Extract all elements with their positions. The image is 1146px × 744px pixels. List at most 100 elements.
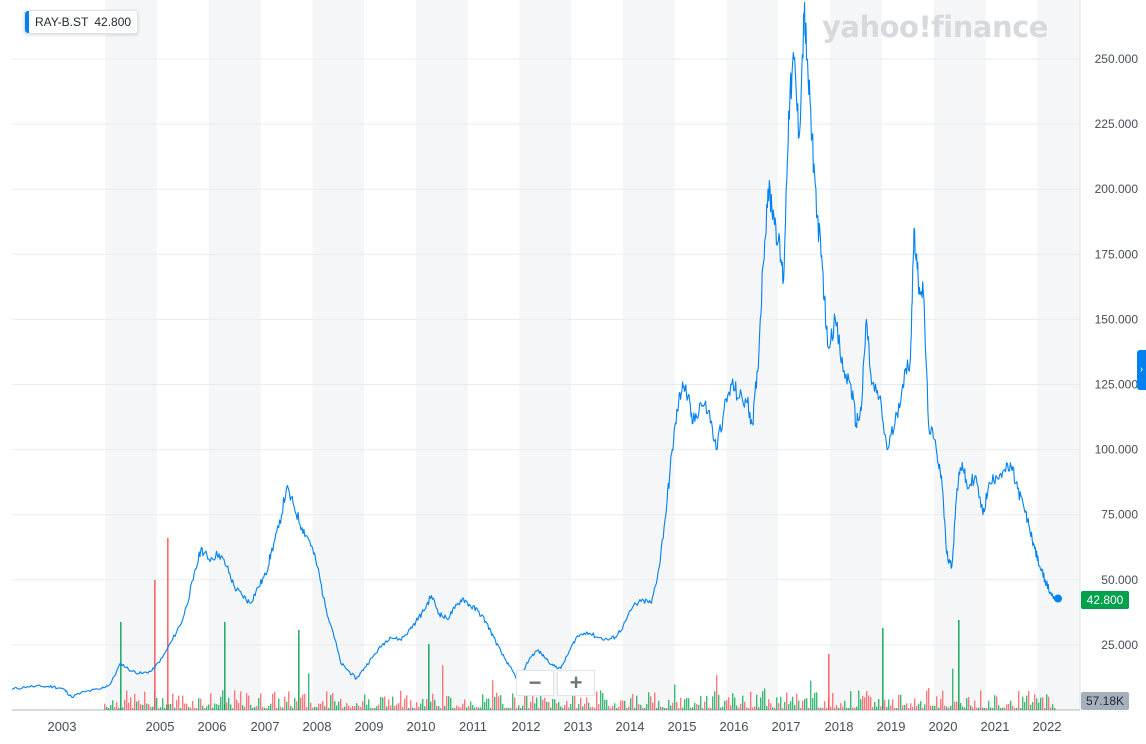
volume-bar [896, 707, 898, 710]
volume-bar [130, 697, 132, 710]
volume-bar [122, 707, 124, 710]
volume-bar [430, 701, 432, 710]
volume-bar [296, 701, 298, 710]
volume-bar [146, 703, 148, 710]
volume-bar [268, 705, 270, 710]
volume-bar [954, 701, 956, 710]
volume-bar [418, 706, 420, 710]
volume-bar [906, 703, 908, 710]
volume-bar [202, 705, 204, 710]
volume-bar [256, 706, 258, 710]
volume-bar [154, 580, 156, 710]
volume-bar [160, 707, 162, 710]
volume-bar [606, 699, 608, 710]
volume-bar [174, 707, 176, 710]
volume-bar [310, 702, 312, 710]
volume-bar [970, 705, 972, 710]
volume-bar [424, 706, 426, 710]
y-tick-label: 125.000 [1095, 378, 1139, 392]
volume-bar [688, 698, 690, 710]
x-tick-label: 2011 [459, 719, 487, 734]
volume-bar [498, 696, 500, 710]
volume-bar [330, 695, 332, 710]
volume-bar [540, 692, 542, 710]
volume-bar [1032, 702, 1034, 710]
ticker-symbol: RAY-B.ST [35, 15, 89, 29]
volume-bar [508, 707, 510, 710]
volume-bar [672, 702, 674, 710]
volume-bar [280, 706, 282, 710]
volume-tag: 57.18K [1081, 692, 1129, 710]
year-shading-band [208, 0, 261, 710]
volume-bar [304, 693, 306, 710]
volume-bar [518, 705, 520, 710]
volume-bar [506, 707, 508, 710]
volume-bar [406, 695, 408, 710]
volume-bar [376, 706, 378, 710]
volume-bar [818, 707, 820, 710]
volume-bar [194, 707, 196, 710]
ticker-legend[interactable]: RAY-B.ST 42.800 [24, 10, 139, 34]
volume-bar [218, 704, 220, 710]
volume-bar [264, 707, 266, 710]
x-tick-label: 2015 [668, 719, 697, 734]
volume-bar [930, 705, 932, 710]
ticker-price: 42.800 [94, 15, 132, 29]
volume-bar [546, 701, 548, 710]
volume-bar [534, 703, 536, 710]
volume-bar [276, 707, 278, 710]
y-tick-label: 225.000 [1095, 117, 1139, 131]
volume-bar [692, 707, 694, 710]
volume-bar [480, 707, 482, 710]
volume-bar [210, 693, 212, 710]
y-tick-label: 175.000 [1095, 247, 1139, 261]
volume-bar [358, 705, 360, 710]
volume-bar [598, 703, 600, 710]
volume-bar [584, 703, 586, 710]
volume-bar [1036, 698, 1038, 710]
volume-bar [738, 707, 740, 710]
volume-bar [726, 700, 728, 710]
volume-bar [782, 707, 784, 710]
volume-bar [400, 690, 402, 710]
volume-bar [894, 707, 896, 710]
volume-bar [232, 707, 234, 710]
volume-bar [190, 707, 192, 710]
year-shading-band [105, 0, 157, 710]
volume-bar [564, 705, 566, 710]
volume-bar [972, 707, 974, 710]
volume-bar [158, 707, 160, 710]
volume-bar [520, 707, 522, 710]
volume-bar [874, 701, 876, 710]
volume-bar [958, 620, 960, 710]
volume-bar [780, 696, 782, 710]
volume-bar [928, 687, 930, 710]
side-panel-toggle[interactable]: › [1137, 350, 1146, 390]
volume-bar [912, 706, 914, 710]
volume-bar [558, 702, 560, 710]
volume-bar [1014, 707, 1016, 710]
zoom-in-button[interactable]: + [557, 670, 595, 696]
volume-bar [798, 700, 800, 710]
volume-bar [776, 697, 778, 710]
volume-bar [696, 704, 698, 710]
zoom-out-button[interactable]: − [516, 670, 554, 696]
volume-bar [440, 707, 442, 710]
y-tick-label: 150.000 [1095, 312, 1139, 326]
volume-bar [156, 697, 158, 710]
volume-bar [956, 701, 958, 710]
x-tick-label: 2017 [772, 719, 801, 734]
volume-bar [632, 694, 634, 710]
volume-bar [1048, 696, 1050, 710]
volume-bar [240, 691, 242, 710]
volume-bar [124, 699, 126, 710]
volume-bar [840, 703, 842, 710]
volume-bar [226, 702, 228, 710]
volume-bar [332, 692, 334, 710]
volume-bar [900, 694, 902, 710]
volume-bar [588, 702, 590, 710]
volume-bar [482, 694, 484, 710]
volume-bar [810, 680, 812, 710]
volume-bar [974, 700, 976, 710]
